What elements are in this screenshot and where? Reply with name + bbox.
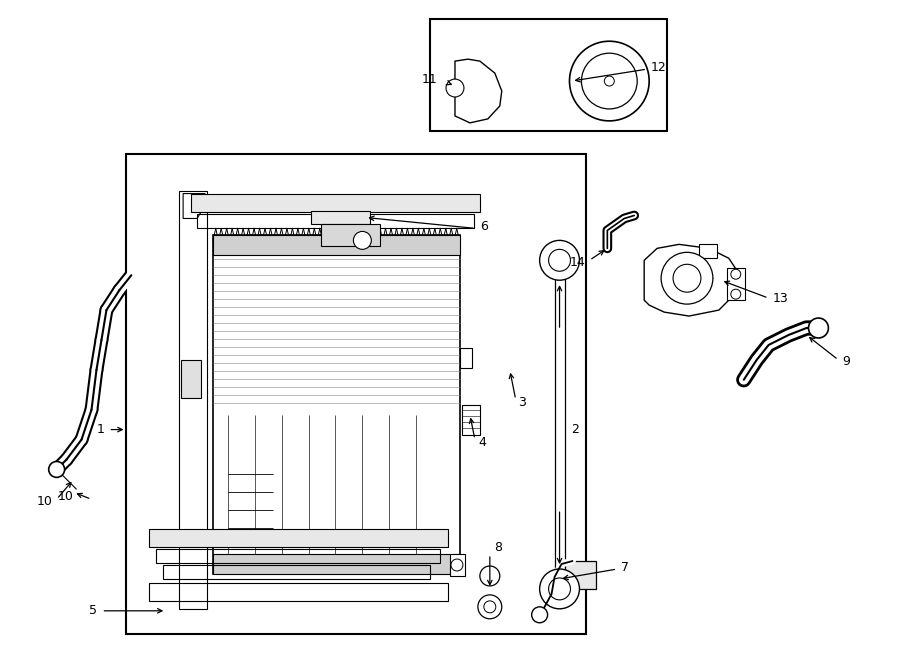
Text: 3: 3 [518,396,526,409]
Bar [149,529,448,547]
Polygon shape [183,194,205,219]
Circle shape [498,378,522,402]
Text: 10: 10 [58,490,74,503]
Text: 9: 9 [842,356,850,368]
Bar [126,154,587,634]
Circle shape [604,76,615,86]
Text: 2: 2 [572,423,580,436]
Circle shape [570,41,649,121]
Bar [194,604,202,618]
Text: 5: 5 [89,604,97,617]
Polygon shape [455,59,502,123]
Bar [727,268,745,300]
Bar [149,583,448,601]
Text: 6: 6 [480,220,488,233]
Bar [250,604,257,618]
Bar [462,405,480,434]
Bar [157,549,440,563]
Circle shape [532,607,547,623]
Circle shape [549,578,571,600]
Text: 7: 7 [621,561,629,574]
Bar [213,235,460,574]
Text: 11: 11 [421,73,437,85]
Circle shape [484,601,496,613]
Bar [179,190,207,609]
Circle shape [662,253,713,304]
Polygon shape [644,245,737,316]
Bar [430,19,667,131]
Circle shape [458,393,482,416]
Bar [202,604,210,618]
Bar [213,554,460,574]
Bar [186,604,194,618]
Circle shape [673,264,701,292]
Bar [450,554,465,576]
Circle shape [446,79,464,97]
Bar [197,214,474,229]
Bar [226,604,234,618]
Circle shape [540,569,580,609]
Bar [163,565,430,579]
Bar [210,604,218,618]
Text: 4: 4 [478,436,486,449]
Circle shape [731,289,741,299]
Circle shape [480,566,500,586]
Circle shape [808,318,828,338]
Circle shape [488,368,532,412]
Text: 12: 12 [652,61,667,73]
Ellipse shape [351,206,379,229]
Circle shape [581,53,637,109]
Text: 14: 14 [570,256,585,269]
Bar [213,235,460,255]
Bar [191,194,480,212]
Text: 10: 10 [37,495,53,508]
Circle shape [540,241,580,280]
Bar [699,245,717,258]
Circle shape [549,249,571,271]
Circle shape [354,231,372,249]
Ellipse shape [463,71,493,111]
Bar [554,260,564,599]
Text: 1: 1 [96,423,104,436]
Bar [320,225,381,247]
Bar [460,348,472,368]
Bar [242,604,250,618]
Bar [218,604,226,618]
Bar [181,360,201,398]
Bar [310,210,370,225]
Circle shape [731,269,741,279]
Circle shape [49,461,65,477]
Ellipse shape [356,210,374,225]
Circle shape [478,595,502,619]
Circle shape [451,559,463,571]
Text: 13: 13 [772,292,788,305]
Ellipse shape [185,465,201,503]
Text: 8: 8 [494,541,502,553]
Bar [564,561,597,589]
Bar [234,604,242,618]
